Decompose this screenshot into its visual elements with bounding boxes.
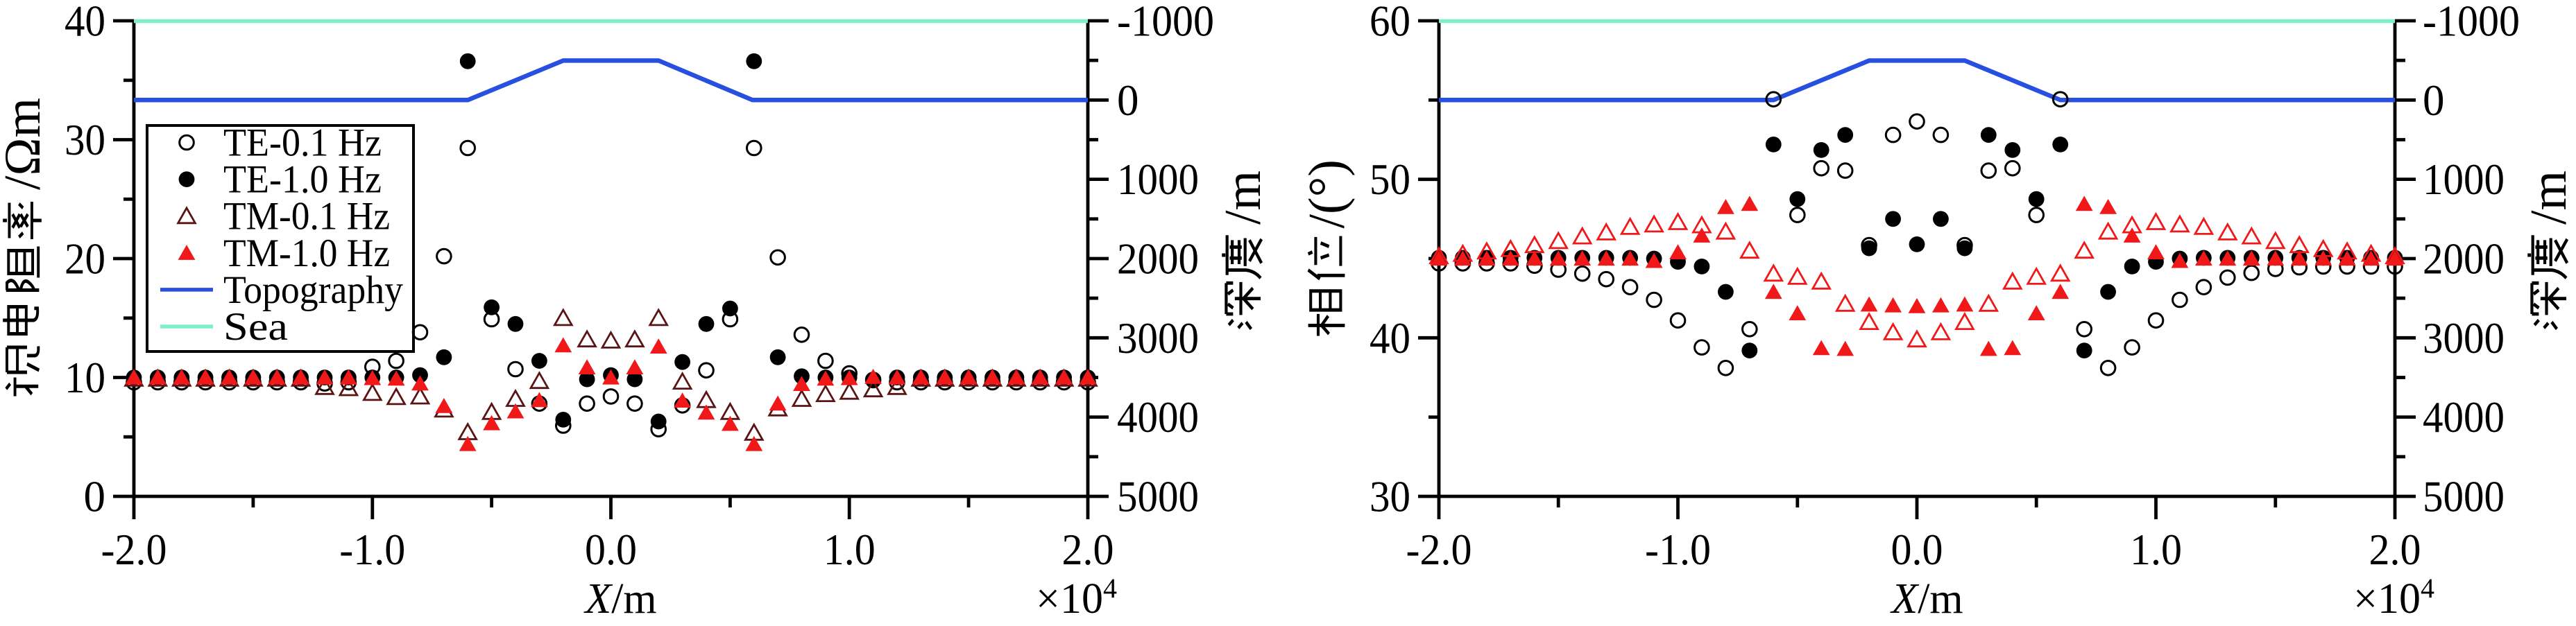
svg-text:40: 40 (65, 0, 105, 46)
svg-text:-1000: -1000 (2423, 0, 2520, 46)
svg-text:0: 0 (2423, 76, 2445, 125)
svg-text:1.0: 1.0 (824, 525, 876, 574)
svg-text:2.0: 2.0 (1062, 525, 1114, 574)
svg-text:X/m: X/m (1889, 575, 1963, 623)
svg-text:3000: 3000 (1117, 314, 1199, 363)
svg-text:0.0: 0.0 (1891, 525, 1943, 574)
svg-text:/(°): /(°) (1299, 159, 1356, 228)
svg-text:-2.0: -2.0 (1406, 525, 1472, 574)
svg-text:1.0: 1.0 (2130, 525, 2182, 574)
svg-text:60: 60 (1370, 0, 1410, 46)
svg-text:0.0: 0.0 (585, 525, 637, 574)
svg-text:Sea: Sea (223, 305, 288, 349)
svg-text:/Ωm: /Ωm (0, 98, 51, 190)
svg-text:2000: 2000 (1117, 235, 1199, 284)
svg-text:-1.0: -1.0 (339, 525, 405, 574)
svg-text:/m: /m (1215, 171, 1272, 225)
svg-text:0: 0 (1117, 76, 1139, 125)
svg-text:4000: 4000 (1117, 393, 1199, 442)
svg-text:TM-1.0 Hz: TM-1.0 Hz (223, 232, 390, 275)
svg-text:5000: 5000 (2423, 473, 2505, 521)
svg-text:/m: /m (2520, 171, 2576, 225)
svg-text:TE-1.0 Hz: TE-1.0 Hz (223, 158, 382, 202)
svg-text:30: 30 (65, 116, 105, 164)
svg-text:1000: 1000 (1117, 155, 1199, 204)
svg-text:-1000: -1000 (1117, 0, 1214, 46)
svg-text:5000: 5000 (1117, 473, 1199, 521)
svg-text:X/m: X/m (583, 575, 656, 623)
svg-text:-2.0: -2.0 (101, 525, 167, 574)
svg-text:1000: 1000 (2423, 155, 2505, 204)
svg-text:10: 10 (65, 354, 105, 402)
svg-text:40: 40 (1370, 314, 1410, 363)
svg-text:Topography: Topography (223, 268, 403, 312)
svg-text:TM-0.1 Hz: TM-0.1 Hz (223, 195, 390, 238)
svg-text:3000: 3000 (2423, 314, 2505, 363)
svg-text:20: 20 (65, 235, 105, 284)
svg-text:2000: 2000 (2423, 235, 2505, 284)
svg-text:0: 0 (84, 473, 106, 521)
svg-text:30: 30 (1370, 473, 1410, 521)
svg-text:2.0: 2.0 (2369, 525, 2421, 574)
svg-text:4000: 4000 (2423, 393, 2505, 442)
svg-text:TE-0.1 Hz: TE-0.1 Hz (223, 121, 382, 165)
svg-text:-1.0: -1.0 (1645, 525, 1711, 574)
svg-text:50: 50 (1370, 155, 1410, 204)
